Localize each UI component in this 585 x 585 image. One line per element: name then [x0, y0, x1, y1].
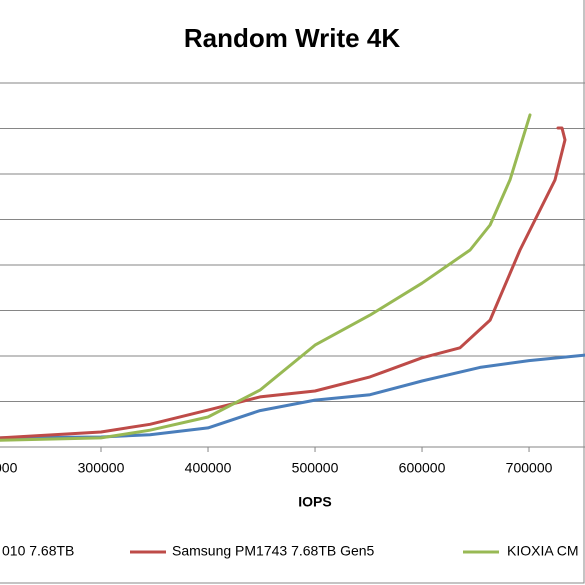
legend-label: KIOXIA CM — [507, 543, 579, 559]
series-line — [0, 113, 532, 442]
x-tick-label: 700000 — [506, 460, 553, 476]
x-tick-label: 300000 — [78, 460, 125, 476]
series-line — [0, 353, 585, 440]
x-axis-title: IOPS — [298, 494, 331, 510]
x-tick-label: 400000 — [185, 460, 232, 476]
x-tick-label: 200000 — [0, 460, 18, 476]
x-tick-label: 500000 — [292, 460, 339, 476]
x-tick-label: 600000 — [399, 460, 446, 476]
legend-label: 010 7.68TB — [2, 543, 74, 559]
chart-title: Random Write 4K — [184, 23, 400, 53]
legend-label: Samsung PM1743 7.68TB Gen5 — [172, 543, 375, 559]
series-line — [0, 126, 567, 440]
